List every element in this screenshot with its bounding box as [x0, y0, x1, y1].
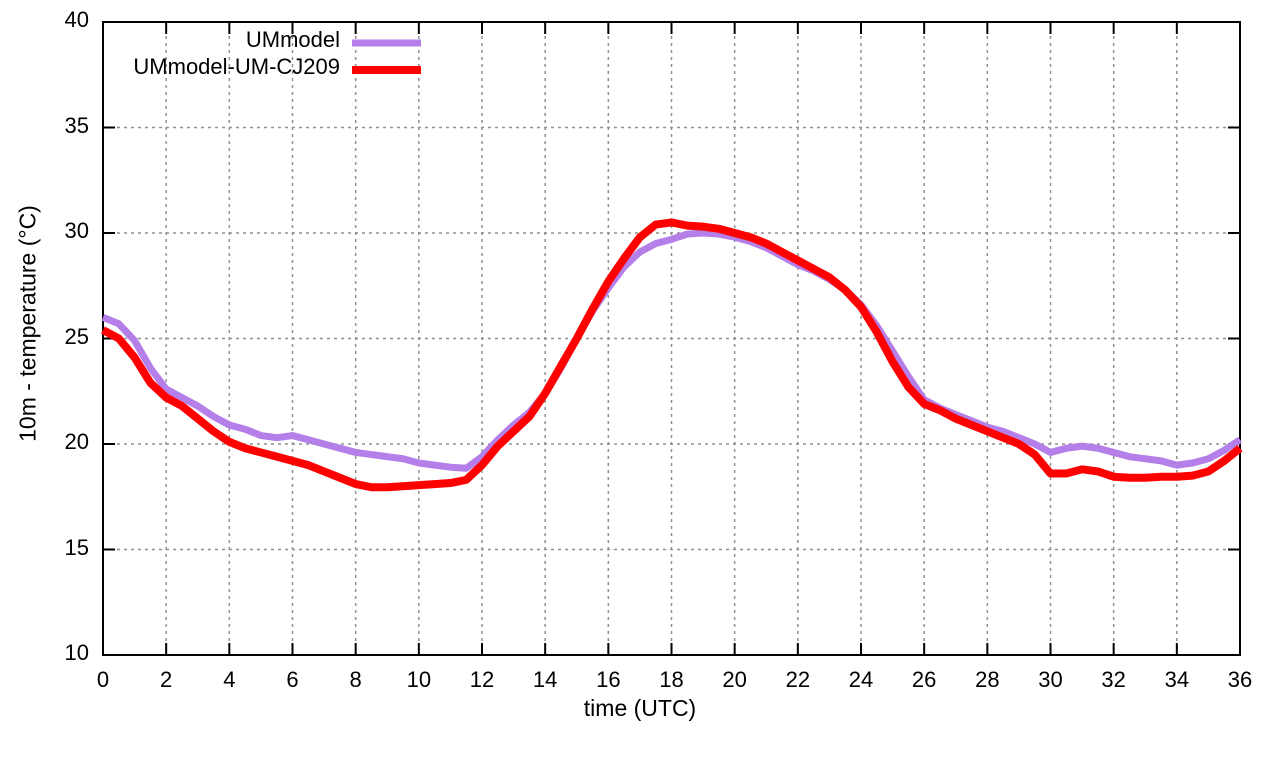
y-tick-label: 10: [64, 640, 89, 665]
x-tick-label: 34: [1164, 667, 1190, 692]
x-tick-label: 10: [406, 667, 432, 692]
x-tick-label: 18: [659, 667, 684, 692]
series-line-1: [101, 218, 1243, 492]
plot-border: [102, 21, 1241, 656]
x-tick-label: 6: [286, 667, 299, 692]
axis-ticks: [102, 21, 1241, 656]
legend-line-samples: [352, 39, 421, 74]
x-tick-label: 30: [1038, 667, 1063, 692]
y-tick-label: 35: [64, 112, 89, 138]
series-line-0: [101, 229, 1242, 472]
x-tick-label: 0: [96, 667, 110, 692]
x-tick-label: 4: [223, 667, 236, 692]
x-tick-label: 24: [848, 667, 874, 692]
y-tick-label: 30: [64, 218, 89, 243]
data-series: [101, 218, 1243, 492]
x-tick-label: 20: [722, 667, 747, 692]
x-tick-label: 28: [975, 667, 1000, 692]
x-tick-label: 26: [911, 667, 937, 692]
y-tick-label: 25: [64, 323, 89, 349]
x-axis-title: time (UTC): [583, 695, 697, 721]
x-tick-label: 12: [469, 667, 495, 692]
legend-label-0: UMmodel: [245, 27, 340, 52]
x-tick-label: 36: [1227, 667, 1253, 692]
x-tick-label: 22: [785, 667, 811, 692]
x-tick-label: 16: [596, 667, 621, 692]
legend-label-1: UMmodel-UM-CJ209: [133, 54, 340, 79]
y-tick-label: 15: [64, 534, 89, 560]
y-tick-label: 20: [64, 429, 89, 454]
x-tick-label: 8: [349, 667, 362, 692]
gridlines: [103, 22, 1240, 655]
y-tick-label: 40: [64, 7, 89, 32]
x-tick-label: 14: [532, 667, 558, 692]
x-tick-label: 32: [1101, 667, 1126, 692]
x-tick-label: 2: [160, 667, 173, 692]
